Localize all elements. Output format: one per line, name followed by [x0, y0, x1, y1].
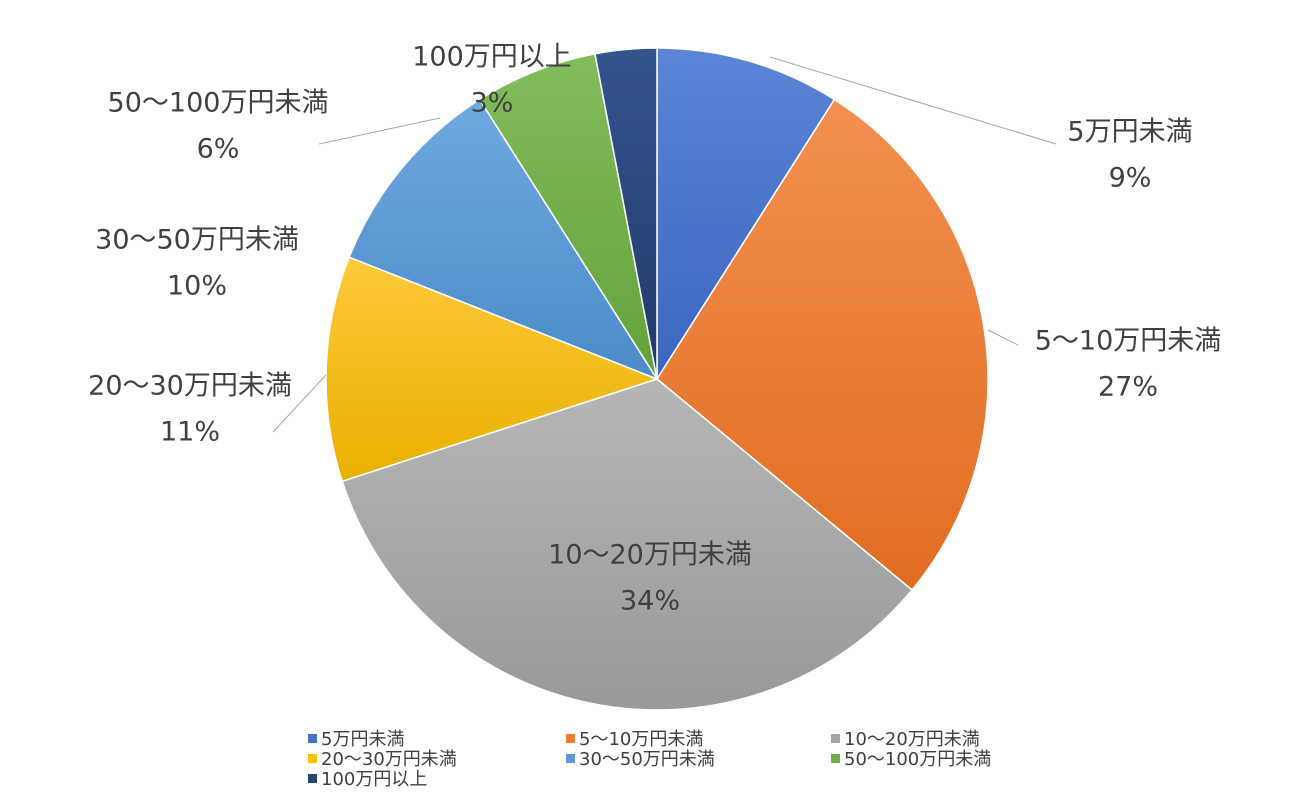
pie-slice — [594, 47, 658, 380]
legend-item: 20～30万円未満 — [308, 748, 566, 770]
pie-slice — [478, 52, 658, 380]
slice-value-label: 11% — [160, 417, 220, 448]
slice-category-label: 5万円未満 — [1067, 117, 1192, 148]
legend-swatch — [831, 733, 840, 743]
leader-line — [987, 329, 1019, 346]
leader-line — [769, 56, 1057, 145]
legend-label: 20～30万円未満 — [321, 749, 457, 770]
slice-value-label: 10% — [167, 271, 227, 302]
legend-item: 100万円以上 — [308, 768, 566, 790]
slice-value-label: 3% — [471, 88, 514, 119]
legend-item: 50～100万円未満 — [831, 748, 1068, 770]
legend-item: 5万円未満 — [308, 728, 566, 750]
legend-swatch — [831, 753, 840, 763]
slice-category-label: 5～10万円未満 — [1035, 326, 1222, 357]
legend-swatch — [566, 753, 575, 763]
legend-label: 5万円未満 — [321, 729, 405, 750]
legend-item: 30～50万円未満 — [566, 748, 831, 770]
slice-value-label: 6% — [197, 134, 240, 165]
legend-label: 10～20万円未満 — [844, 729, 980, 750]
pie-slice — [348, 98, 659, 381]
slice-category-label: 20～30万円未満 — [88, 371, 292, 402]
pie-slice — [325, 256, 660, 483]
pie-slice — [656, 47, 836, 382]
legend-label: 50～100万円未満 — [844, 749, 992, 770]
slice-value-label: 9% — [1109, 163, 1152, 194]
legend-item: 5～10万円未満 — [566, 728, 831, 750]
slice-category-label: 10～20万円未満 — [548, 540, 752, 571]
chart-legend: 5万円未満 5～10万円未満 10～20万円未満 20～30万円未満 30～50万円未満… — [308, 728, 1068, 790]
legend-label: 5～10万円未満 — [579, 729, 704, 750]
slice-value-label: 27% — [1098, 372, 1158, 403]
legend-swatch — [308, 753, 317, 763]
legend-swatch — [308, 773, 317, 783]
legend-swatch — [566, 733, 575, 743]
slice-category-label: 100万円以上 — [412, 42, 572, 73]
leader-line — [272, 374, 327, 433]
slice-category-label: 30～50万円未満 — [95, 225, 299, 256]
pie-slice — [656, 98, 989, 592]
slice-value-label: 34% — [620, 586, 680, 617]
slice-category-label: 50～100万円未満 — [108, 88, 329, 119]
pie-slice — [341, 378, 914, 711]
legend-label: 30～50万円未満 — [579, 749, 715, 770]
leader-line — [318, 117, 441, 145]
legend-item: 10～20万円未満 — [831, 728, 1068, 750]
legend-label: 100万円以上 — [321, 769, 428, 790]
legend-swatch — [308, 733, 317, 743]
